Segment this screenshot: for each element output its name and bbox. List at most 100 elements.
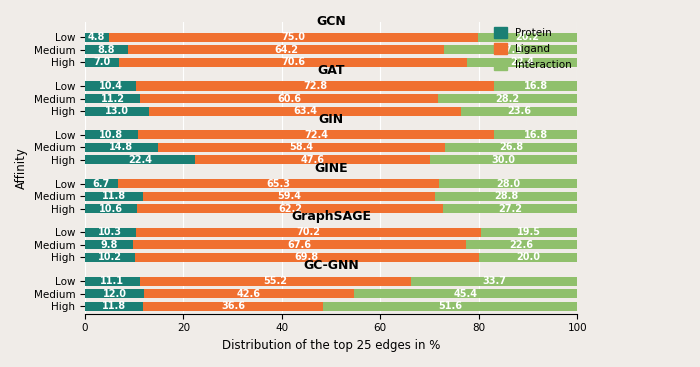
Bar	[435, 192, 578, 201]
Bar	[412, 277, 578, 286]
Bar	[136, 81, 494, 91]
Bar	[143, 192, 435, 201]
Bar	[133, 240, 466, 250]
Text: 30.0: 30.0	[491, 155, 515, 165]
Bar	[158, 143, 445, 152]
Text: 10.4: 10.4	[99, 81, 122, 91]
Text: 67.6: 67.6	[288, 240, 312, 250]
Text: 22.6: 22.6	[510, 240, 533, 250]
Bar	[85, 228, 136, 237]
Text: 27.0: 27.0	[498, 45, 523, 55]
Text: 11.8: 11.8	[102, 191, 126, 201]
Text: GC-GNN: GC-GNN	[303, 259, 359, 272]
Bar	[445, 143, 578, 152]
Bar	[149, 106, 461, 116]
Bar	[135, 253, 479, 262]
Bar	[85, 58, 120, 67]
Text: 26.8: 26.8	[499, 142, 524, 152]
Bar	[85, 143, 158, 152]
Text: 16.8: 16.8	[524, 130, 548, 140]
Bar	[430, 155, 578, 164]
Y-axis label: Affinity: Affinity	[15, 147, 28, 189]
Bar	[440, 179, 578, 188]
Text: 14.8: 14.8	[109, 142, 134, 152]
Text: 9.8: 9.8	[100, 240, 118, 250]
Text: 45.4: 45.4	[454, 289, 477, 299]
Bar	[108, 33, 477, 42]
Text: 10.8: 10.8	[99, 130, 123, 140]
Bar	[85, 289, 144, 298]
Bar	[481, 228, 578, 237]
Text: 62.2: 62.2	[278, 204, 302, 214]
Text: 70.6: 70.6	[281, 57, 305, 67]
Bar	[85, 155, 195, 164]
Text: 70.2: 70.2	[296, 228, 321, 237]
Text: 10.3: 10.3	[98, 228, 122, 237]
Bar	[85, 204, 137, 213]
Text: 11.1: 11.1	[100, 276, 124, 286]
Text: 60.6: 60.6	[277, 94, 301, 103]
Text: 16.8: 16.8	[524, 81, 548, 91]
Text: 11.8: 11.8	[102, 301, 126, 311]
Bar	[444, 45, 578, 54]
Bar	[140, 94, 438, 103]
Bar	[138, 130, 494, 139]
Text: 59.4: 59.4	[277, 191, 301, 201]
Text: GINE: GINE	[314, 161, 348, 175]
Text: 13.0: 13.0	[105, 106, 129, 116]
Text: 28.0: 28.0	[496, 179, 520, 189]
Text: 11.2: 11.2	[101, 94, 125, 103]
Bar	[128, 45, 444, 54]
Text: 51.6: 51.6	[438, 301, 462, 311]
Bar	[354, 289, 578, 298]
Text: 8.8: 8.8	[98, 45, 116, 55]
Bar	[143, 302, 323, 311]
Bar	[120, 58, 467, 67]
Text: 47.6: 47.6	[300, 155, 324, 165]
Bar	[85, 240, 133, 250]
Text: 10.2: 10.2	[98, 252, 122, 262]
Text: 20.0: 20.0	[516, 252, 540, 262]
Text: 65.3: 65.3	[267, 179, 290, 189]
Bar	[85, 33, 108, 42]
Bar	[438, 94, 578, 103]
Bar	[494, 130, 578, 139]
Text: 55.2: 55.2	[263, 276, 288, 286]
Bar	[85, 179, 118, 188]
Text: 6.7: 6.7	[93, 179, 110, 189]
Text: 27.2: 27.2	[498, 204, 522, 214]
Text: 75.0: 75.0	[281, 32, 305, 42]
Bar	[85, 94, 140, 103]
Legend: Protein, Ligand, Interaction: Protein, Ligand, Interaction	[494, 27, 572, 70]
Bar	[85, 130, 138, 139]
Text: 63.4: 63.4	[293, 106, 317, 116]
Bar	[461, 106, 578, 116]
Bar	[85, 81, 136, 91]
Text: 69.8: 69.8	[295, 252, 319, 262]
Bar	[85, 277, 139, 286]
Text: 42.6: 42.6	[237, 289, 261, 299]
Text: 12.0: 12.0	[102, 289, 127, 299]
Bar	[137, 204, 443, 213]
X-axis label: Distribution of the top 25 edges in %: Distribution of the top 25 edges in %	[222, 339, 440, 352]
Bar	[477, 33, 578, 42]
Text: 64.2: 64.2	[274, 45, 298, 55]
Bar	[85, 302, 143, 311]
Text: GAT: GAT	[317, 64, 345, 77]
Text: 33.7: 33.7	[482, 276, 506, 286]
Bar	[85, 192, 143, 201]
Bar	[443, 204, 578, 213]
Bar	[323, 302, 578, 311]
Bar	[466, 240, 578, 250]
Text: 4.8: 4.8	[88, 32, 106, 42]
Bar	[85, 106, 149, 116]
Text: 7.0: 7.0	[94, 57, 111, 67]
Bar	[85, 45, 128, 54]
Text: 20.2: 20.2	[515, 32, 540, 42]
Bar	[139, 277, 412, 286]
Text: 23.6: 23.6	[507, 106, 531, 116]
Text: 28.8: 28.8	[494, 191, 519, 201]
Bar	[144, 289, 354, 298]
Text: 58.4: 58.4	[289, 142, 314, 152]
Text: 22.4: 22.4	[510, 57, 534, 67]
